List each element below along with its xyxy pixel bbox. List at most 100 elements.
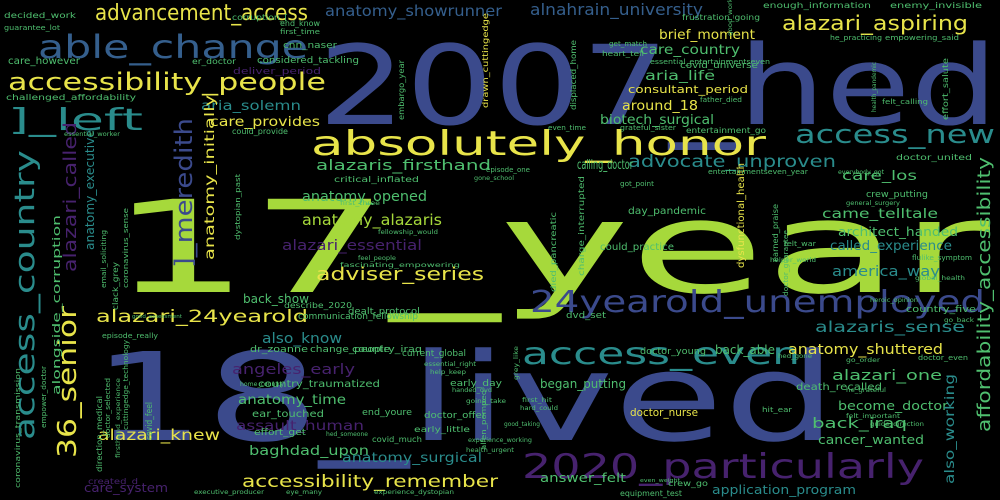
word-alazaris-firsthand: alazaris_firsthand <box>316 158 491 174</box>
word-called-experience: called_experience <box>830 239 952 254</box>
word-doctor-offer: doctor_offer <box>424 411 486 421</box>
word-get-match: get_match <box>609 40 647 48</box>
word-anatomy-shuttered: anatomy_shuttered <box>788 342 943 358</box>
word-alazari-aspiring: alazari_aspiring <box>782 11 968 35</box>
word-2020-particularly: 2020_particularly <box>522 447 924 487</box>
word-challenged-affordability: challenged_affordability <box>6 93 136 102</box>
word-america-way: america_way <box>832 264 940 280</box>
word-even-time: even_time <box>548 124 586 132</box>
word-access-even: access_even <box>522 337 800 372</box>
word-end-youre: end_youre <box>362 408 412 418</box>
word-essential-entertainmentseven: essential_entertainmentseven <box>650 58 770 66</box>
word-anatomy-alazaris: anatomy_alazaris <box>302 211 442 230</box>
word-allen-pompeo: allen_pompeo <box>480 390 488 450</box>
word-essential-right: essential_right <box>424 361 477 368</box>
word-equipment-test: equipment_test <box>620 489 682 498</box>
word-could-provide: could_provide <box>232 127 288 136</box>
word-entertainment-go: entertainment_go <box>686 126 766 135</box>
word-entertainmentseven-year: entertainmentseven_year <box>708 168 808 176</box>
word-ear-touched: ear_touched <box>252 409 324 420</box>
word-accessibility-remember: accessibility_remember <box>242 472 498 492</box>
word-hard-could: hard_could <box>520 405 558 412</box>
word-heroic-opinion: heroic_opinion <box>870 297 918 304</box>
word-dr-zoanne: dr_zoanne <box>250 345 309 355</box>
word-considered-tackling: considered_tackling <box>257 56 359 66</box>
word-adviser-series: adviser_series <box>316 264 484 285</box>
word-dysfunctional-health: dysfunctional_health <box>736 163 747 268</box>
word-brief-moment: brief_moment <box>659 28 755 43</box>
word-experience-working: experience_working <box>468 437 532 444</box>
word-meredith: ]_meredith <box>170 118 198 268</box>
word-empower-doctor: empower_doctor <box>40 366 48 428</box>
word-feel-people: feel_people <box>358 255 396 262</box>
word-felt-war: felt_war <box>784 240 816 248</box>
word-current-global: current_global <box>402 349 466 359</box>
word-become-doctor: become_doctor <box>838 399 948 413</box>
word-first-time: first_time <box>280 28 320 36</box>
word-doctor-guarantee: doctor_guarantee <box>782 230 790 296</box>
word-er-doctor: er_doctor <box>192 57 237 66</box>
word-crew-putting: crew_putting <box>866 190 928 200</box>
word-dvd-set: dvd_set <box>566 311 607 321</box>
word-doctor-even: doctor_even <box>918 354 968 362</box>
word-advocate-unproven: advocate_unproven <box>628 152 836 172</box>
word-frustration-going: frustration_going <box>682 13 760 22</box>
word-alazaris-sense: alazaris_sense <box>815 318 965 337</box>
word-back-iraq: back_iraq <box>812 416 907 432</box>
word-general-surgery: general_surgery <box>846 200 900 207</box>
word-health-urgent: health_urgent <box>466 447 515 454</box>
word-care-country: care_country <box>640 43 740 58</box>
word-anatomy-opened: anatomy_opened <box>302 189 427 205</box>
word-fascinating-empowering: fascinating_empowering <box>340 262 460 269</box>
word-he-practicing: he_practicing <box>830 34 882 42</box>
word-gone-school: gone_school <box>474 175 514 182</box>
word-death-recalled: death_recalled <box>796 382 882 393</box>
word-consultant-period: consultant_period <box>628 83 748 96</box>
word-early-little: early_little <box>414 425 470 434</box>
word-care-system: care_system <box>84 481 168 495</box>
word-flulike-symptom: flulike_symptom <box>912 254 972 262</box>
word-day-pandemic: day_pandemic <box>628 206 706 217</box>
word-architect-handed: architect_handed <box>838 225 958 239</box>
word-go-order: go_order <box>846 357 881 364</box>
word-advancement-access: advancement_access <box>95 1 308 26</box>
word-end-know: end_know <box>280 19 320 28</box>
word-experience-dystopian: experience_dystopian <box>374 489 454 496</box>
word-anatomy-showrunner: anatomy_showrunner <box>325 2 503 21</box>
word-began-putting: began_putting <box>540 377 626 391</box>
word-describe-2020: describe_2020 <box>284 301 352 310</box>
word-anatomy-initially: anatomy_initially <box>203 95 218 260</box>
word-going-take: going_take <box>466 398 506 405</box>
word-change-people: change_people <box>310 345 391 355</box>
word-felt-important: felt_important <box>846 413 901 420</box>
word-cnn-naser: cnn_naser <box>283 41 337 51</box>
word-left: ]_left <box>8 103 143 138</box>
word-deliver-period: deliver_period <box>233 67 321 77</box>
word-good-work: good_work <box>727 0 734 36</box>
word-answer-felt: answer_felt <box>540 471 626 485</box>
word-affordability-accessibility: affordability_accessibility <box>974 157 995 432</box>
word-17-year: 17_year <box>110 174 991 323</box>
word-doctor-united: doctor_united <box>896 153 972 162</box>
word-back-able: back_able <box>715 343 775 357</box>
word-critical-inflated: critical_inflated <box>334 175 419 184</box>
word-effort-salute: effort_salute <box>941 58 950 120</box>
word-able-change: able_change <box>38 28 308 66</box>
word-aria-solemn: aria_solemn <box>201 99 301 114</box>
word-angeles-early: angeles_early <box>232 362 355 378</box>
word-first-three: first_three <box>340 200 380 207</box>
word-alazari-24yearold: alazari_24yearold <box>96 307 308 327</box>
word-embargo-year: embargo_year <box>397 59 406 120</box>
word-alongside-corruption: alongside_corruption <box>50 215 63 395</box>
word-covid-feel: covid_feel <box>145 402 155 440</box>
word-email-soliciting: email_soliciting <box>100 230 108 288</box>
word-grateful-sister: grateful_sister <box>620 124 676 132</box>
word-anatomy-surgical: anatomy_surgical <box>342 451 482 466</box>
word-aria-life: aria_life <box>645 69 715 84</box>
word-go-back: go_back <box>944 317 975 324</box>
word-crew-go: crew_go <box>668 479 708 488</box>
word-coronavirus-transmission: coronavirus_transmission <box>14 368 22 488</box>
word-drawn-cuttingedge: drawn_cuttingedge <box>481 13 490 108</box>
word-corruption: corruption_[ <box>232 13 288 22</box>
